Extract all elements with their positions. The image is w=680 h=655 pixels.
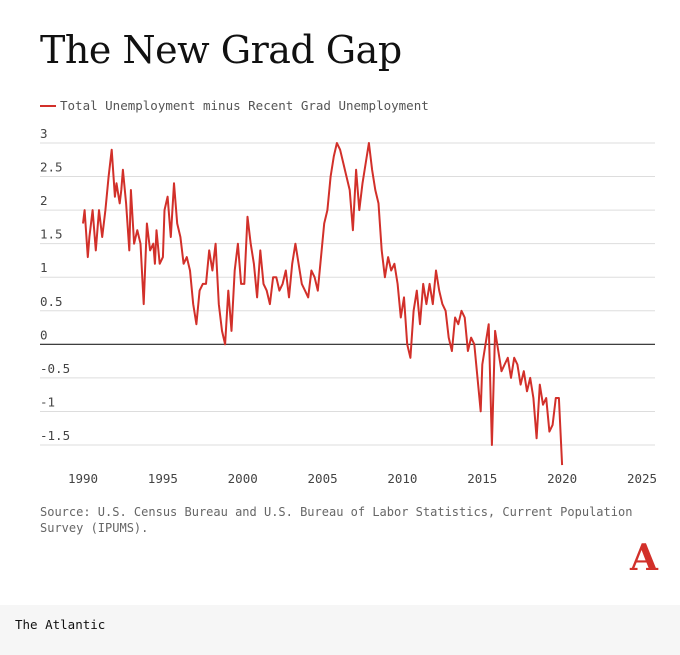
footer-publisher: The Atlantic xyxy=(15,617,106,632)
series-line-0 xyxy=(82,142,564,466)
y-tick-label-6: 0 xyxy=(40,327,48,342)
y-tick-label-5: 0.5 xyxy=(40,294,63,309)
grid-lines xyxy=(40,142,655,446)
source-note: Source: U.S. Census Bureau and U.S. Bure… xyxy=(40,505,633,535)
x-tick-label-1: 1995 xyxy=(148,471,178,486)
x-tick-label-2: 2000 xyxy=(228,471,258,486)
x-tick-label-5: 2015 xyxy=(467,471,497,486)
y-tick-label-3: 1.5 xyxy=(40,227,63,242)
axis-labels: 3 2.5 2 1.5 1 0.5 0 -0.5 -1 -1.5 1990 1995 2000 2005 2… xyxy=(40,126,657,486)
y-tick-label-7: -0.5 xyxy=(40,361,70,376)
series-layer xyxy=(82,142,564,466)
x-tick-label-7: 2025 xyxy=(627,471,657,486)
legend-swatch xyxy=(40,104,56,107)
x-tick-label-3: 2005 xyxy=(308,471,338,486)
x-tick-label-4: 2010 xyxy=(387,471,417,486)
y-tick-label-9: -1.5 xyxy=(40,428,70,443)
chart-title: The New Grad Gap xyxy=(40,28,402,72)
y-tick-label-2: 2 xyxy=(40,193,48,208)
y-tick-label-0: 3 xyxy=(40,126,48,141)
x-tick-label-0: 1990 xyxy=(68,471,98,486)
legend: Total Unemployment minus Recent Grad Une… xyxy=(40,98,429,113)
footer-bar: The Atlantic xyxy=(0,605,680,655)
y-tick-label-1: 2.5 xyxy=(40,160,63,175)
line-chart: 3 2.5 2 1.5 1 0.5 0 -0.5 -1 -1.5 1990 1995 2000 2005 2… xyxy=(40,126,657,486)
x-tick-label-6: 2020 xyxy=(547,471,577,486)
y-tick-label-8: -1 xyxy=(40,394,55,409)
atlantic-logo: A xyxy=(630,537,658,579)
y-tick-label-4: 1 xyxy=(40,260,48,275)
legend-label: Total Unemployment minus Recent Grad Une… xyxy=(60,98,429,113)
